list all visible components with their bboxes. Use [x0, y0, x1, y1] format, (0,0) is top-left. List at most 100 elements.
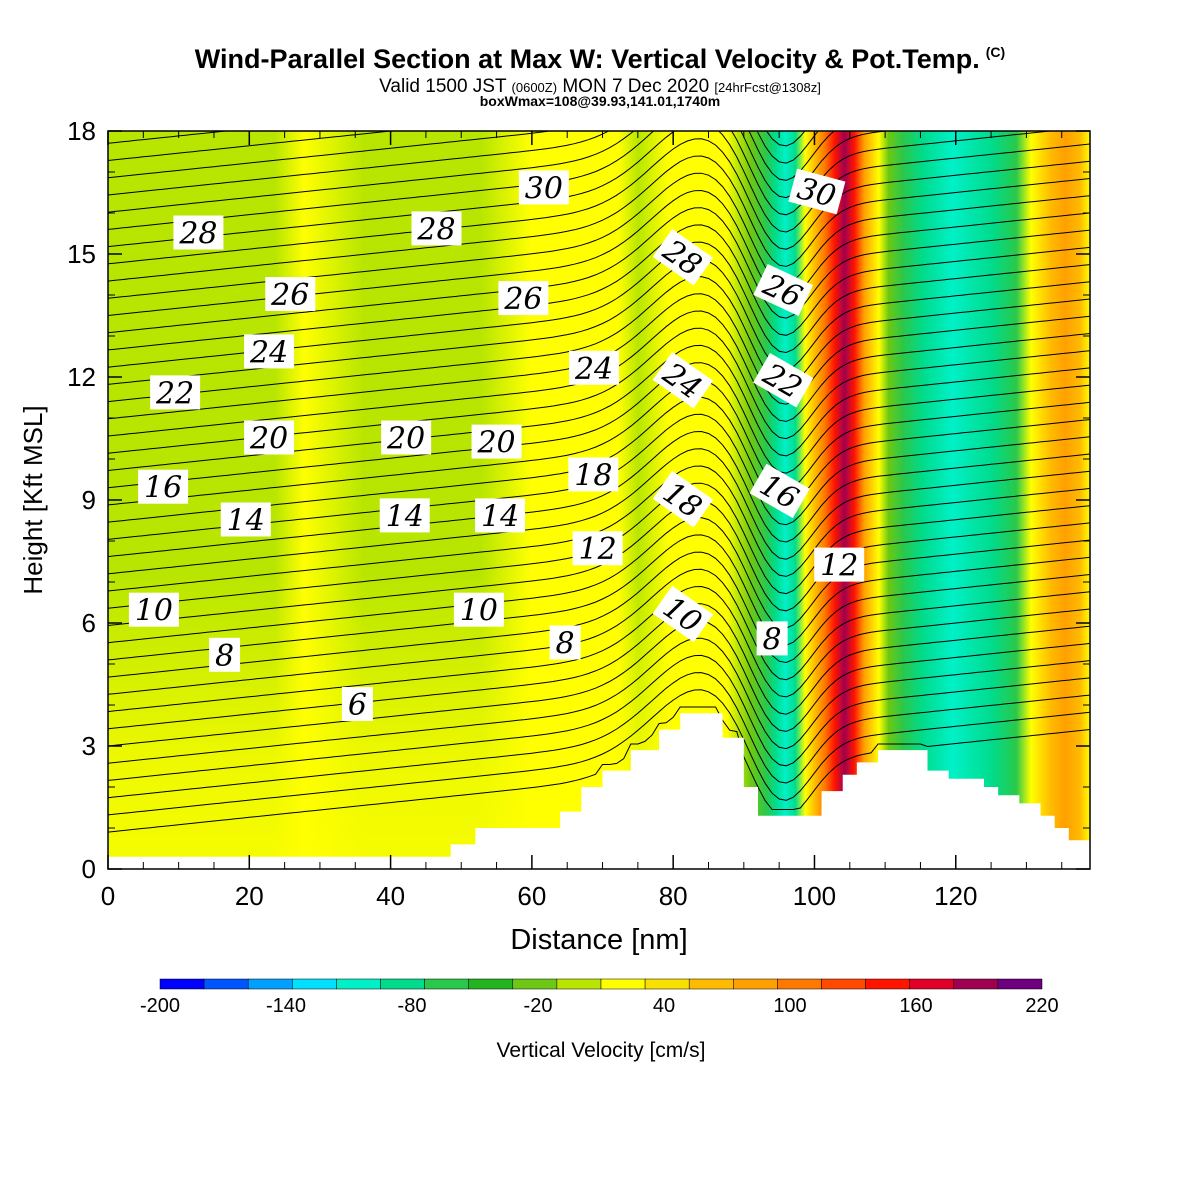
isentrope-line	[108, 637, 1090, 764]
colorbar-tick-label: 100	[773, 995, 806, 1017]
isentrope-line	[108, 131, 1090, 248]
colorbar-swatch	[203, 978, 249, 990]
contour-label: 14	[379, 498, 430, 534]
contour-label: 14	[475, 498, 526, 534]
colorbar-tick-label: 220	[1025, 995, 1058, 1017]
contour-label-text: 18	[574, 458, 612, 493]
contour-labels: 28 26 24 22 20 16 14 10 8 6 30 28 26 24 20 20 18 14 14 12 10…	[128, 168, 865, 723]
contour-label-box	[568, 457, 619, 492]
colorbar-swatch	[777, 978, 822, 990]
y-axis-label: Height [Kft MSL]	[18, 405, 48, 594]
x-tick-label: 60	[517, 881, 546, 911]
isentrope-line	[108, 499, 1090, 626]
x-tick-label: 0	[101, 881, 115, 911]
contour-label-text: 14	[386, 499, 424, 534]
contour-label: 18	[568, 457, 619, 493]
contour-label-text: 24	[249, 335, 288, 370]
contour-label: 24	[244, 334, 295, 370]
colorbar-swatch	[997, 978, 1043, 990]
isentrope-line	[108, 362, 1090, 489]
isentrope-line	[108, 534, 1090, 661]
contour-label: 20	[244, 420, 295, 457]
isentrope-line	[108, 706, 1090, 833]
contour-label-box	[753, 353, 814, 408]
contour-label-box	[652, 470, 714, 528]
contour-label-box	[498, 281, 549, 316]
contour-label-text: 10	[135, 594, 173, 629]
x-axis-ticks: 0 20 40 60 80 100 120	[101, 131, 1063, 911]
contour-label-box	[652, 585, 714, 643]
isentrope-line	[108, 654, 1090, 781]
x-tick-label: 100	[793, 881, 836, 911]
contour-label-text: 20	[249, 422, 288, 457]
isentrope-line	[108, 448, 1090, 575]
colorbar-swatch	[909, 978, 955, 990]
contour-label: 30	[788, 168, 846, 215]
y-tick-label: 18	[67, 116, 96, 146]
contour-label-box	[572, 531, 623, 566]
contour-label-box	[411, 211, 462, 246]
contour-label-text: 16	[144, 471, 182, 506]
isentrope-line	[108, 620, 1090, 747]
contour-label: 16	[749, 463, 810, 519]
contour-label-box	[173, 215, 224, 250]
contour-label: 20	[471, 424, 522, 461]
contour-label: 20	[381, 420, 432, 457]
colorbar-swatch	[424, 978, 469, 990]
colorbar-swatch	[953, 978, 999, 990]
contour-label-text: 20	[386, 422, 425, 457]
contour-label-box	[209, 637, 241, 672]
isentrope-line	[108, 585, 1090, 713]
isentrope-line	[108, 430, 1090, 558]
contour-label: 12	[572, 531, 623, 567]
colorbar-tick-label: -140	[266, 995, 306, 1017]
colorbar-tick-label: -200	[140, 995, 180, 1017]
contour-label-text: 26	[503, 282, 542, 317]
contour-label: 30	[518, 170, 569, 206]
colorbar-swatch	[865, 978, 910, 990]
contour-label: 10	[128, 592, 179, 629]
contour-label: 22	[150, 375, 201, 411]
contour-label-box	[756, 621, 788, 656]
isentrope-line	[108, 131, 835, 196]
colorbar	[159, 978, 1043, 990]
y-tick-label: 3	[82, 731, 96, 761]
colorbar-label: Vertical Velocity [cm/s]	[497, 1039, 706, 1062]
isentrope-line	[108, 379, 1090, 506]
contour-label-box	[244, 420, 295, 455]
contour-label-box	[788, 168, 846, 215]
x-tick-label: 20	[235, 881, 264, 911]
potential-temperature-contours	[108, 1, 1090, 833]
contour-label-text: 8	[215, 639, 234, 674]
chart-title: Wind-Parallel Section at Max W: Vertical…	[194, 44, 1006, 74]
x-tick-label: 120	[934, 881, 977, 911]
contour-label-text: 12	[820, 549, 858, 584]
contour-label-box	[814, 547, 865, 582]
y-tick-label: 0	[82, 854, 96, 884]
isentrope-line	[108, 138, 1090, 265]
isentrope-line	[108, 131, 819, 179]
colorbar-swatch	[644, 978, 690, 990]
isentrope-line	[108, 1, 1090, 126]
contour-label-text: 30	[525, 171, 563, 206]
chart-subtitle-2: boxWmax=108@39.93,141.01,1740m	[479, 93, 721, 109]
isentrope-line	[108, 155, 1090, 282]
contour-label: 16	[138, 469, 189, 506]
chart-subtitle: Valid 1500 JST (0600Z) MON 7 Dec 2020 [2…	[379, 76, 821, 97]
isentrope-line	[108, 207, 1090, 334]
contour-label-box	[749, 463, 810, 519]
y-tick-label: 9	[82, 485, 96, 515]
colorbar-tick-label: 160	[899, 995, 932, 1017]
isentrope-line	[108, 689, 1090, 816]
contour-label: 10	[453, 592, 504, 629]
colorbar-swatch	[336, 978, 381, 990]
contour-label: 14	[220, 502, 271, 539]
contour-label-box	[381, 420, 432, 455]
contour-label-box	[341, 687, 373, 721]
colorbar-swatch	[468, 978, 514, 990]
contour-label-box	[518, 170, 569, 205]
isentrope-line	[108, 568, 1090, 695]
contour-label: 28	[411, 211, 462, 247]
contour-label-text: 26	[270, 278, 309, 313]
